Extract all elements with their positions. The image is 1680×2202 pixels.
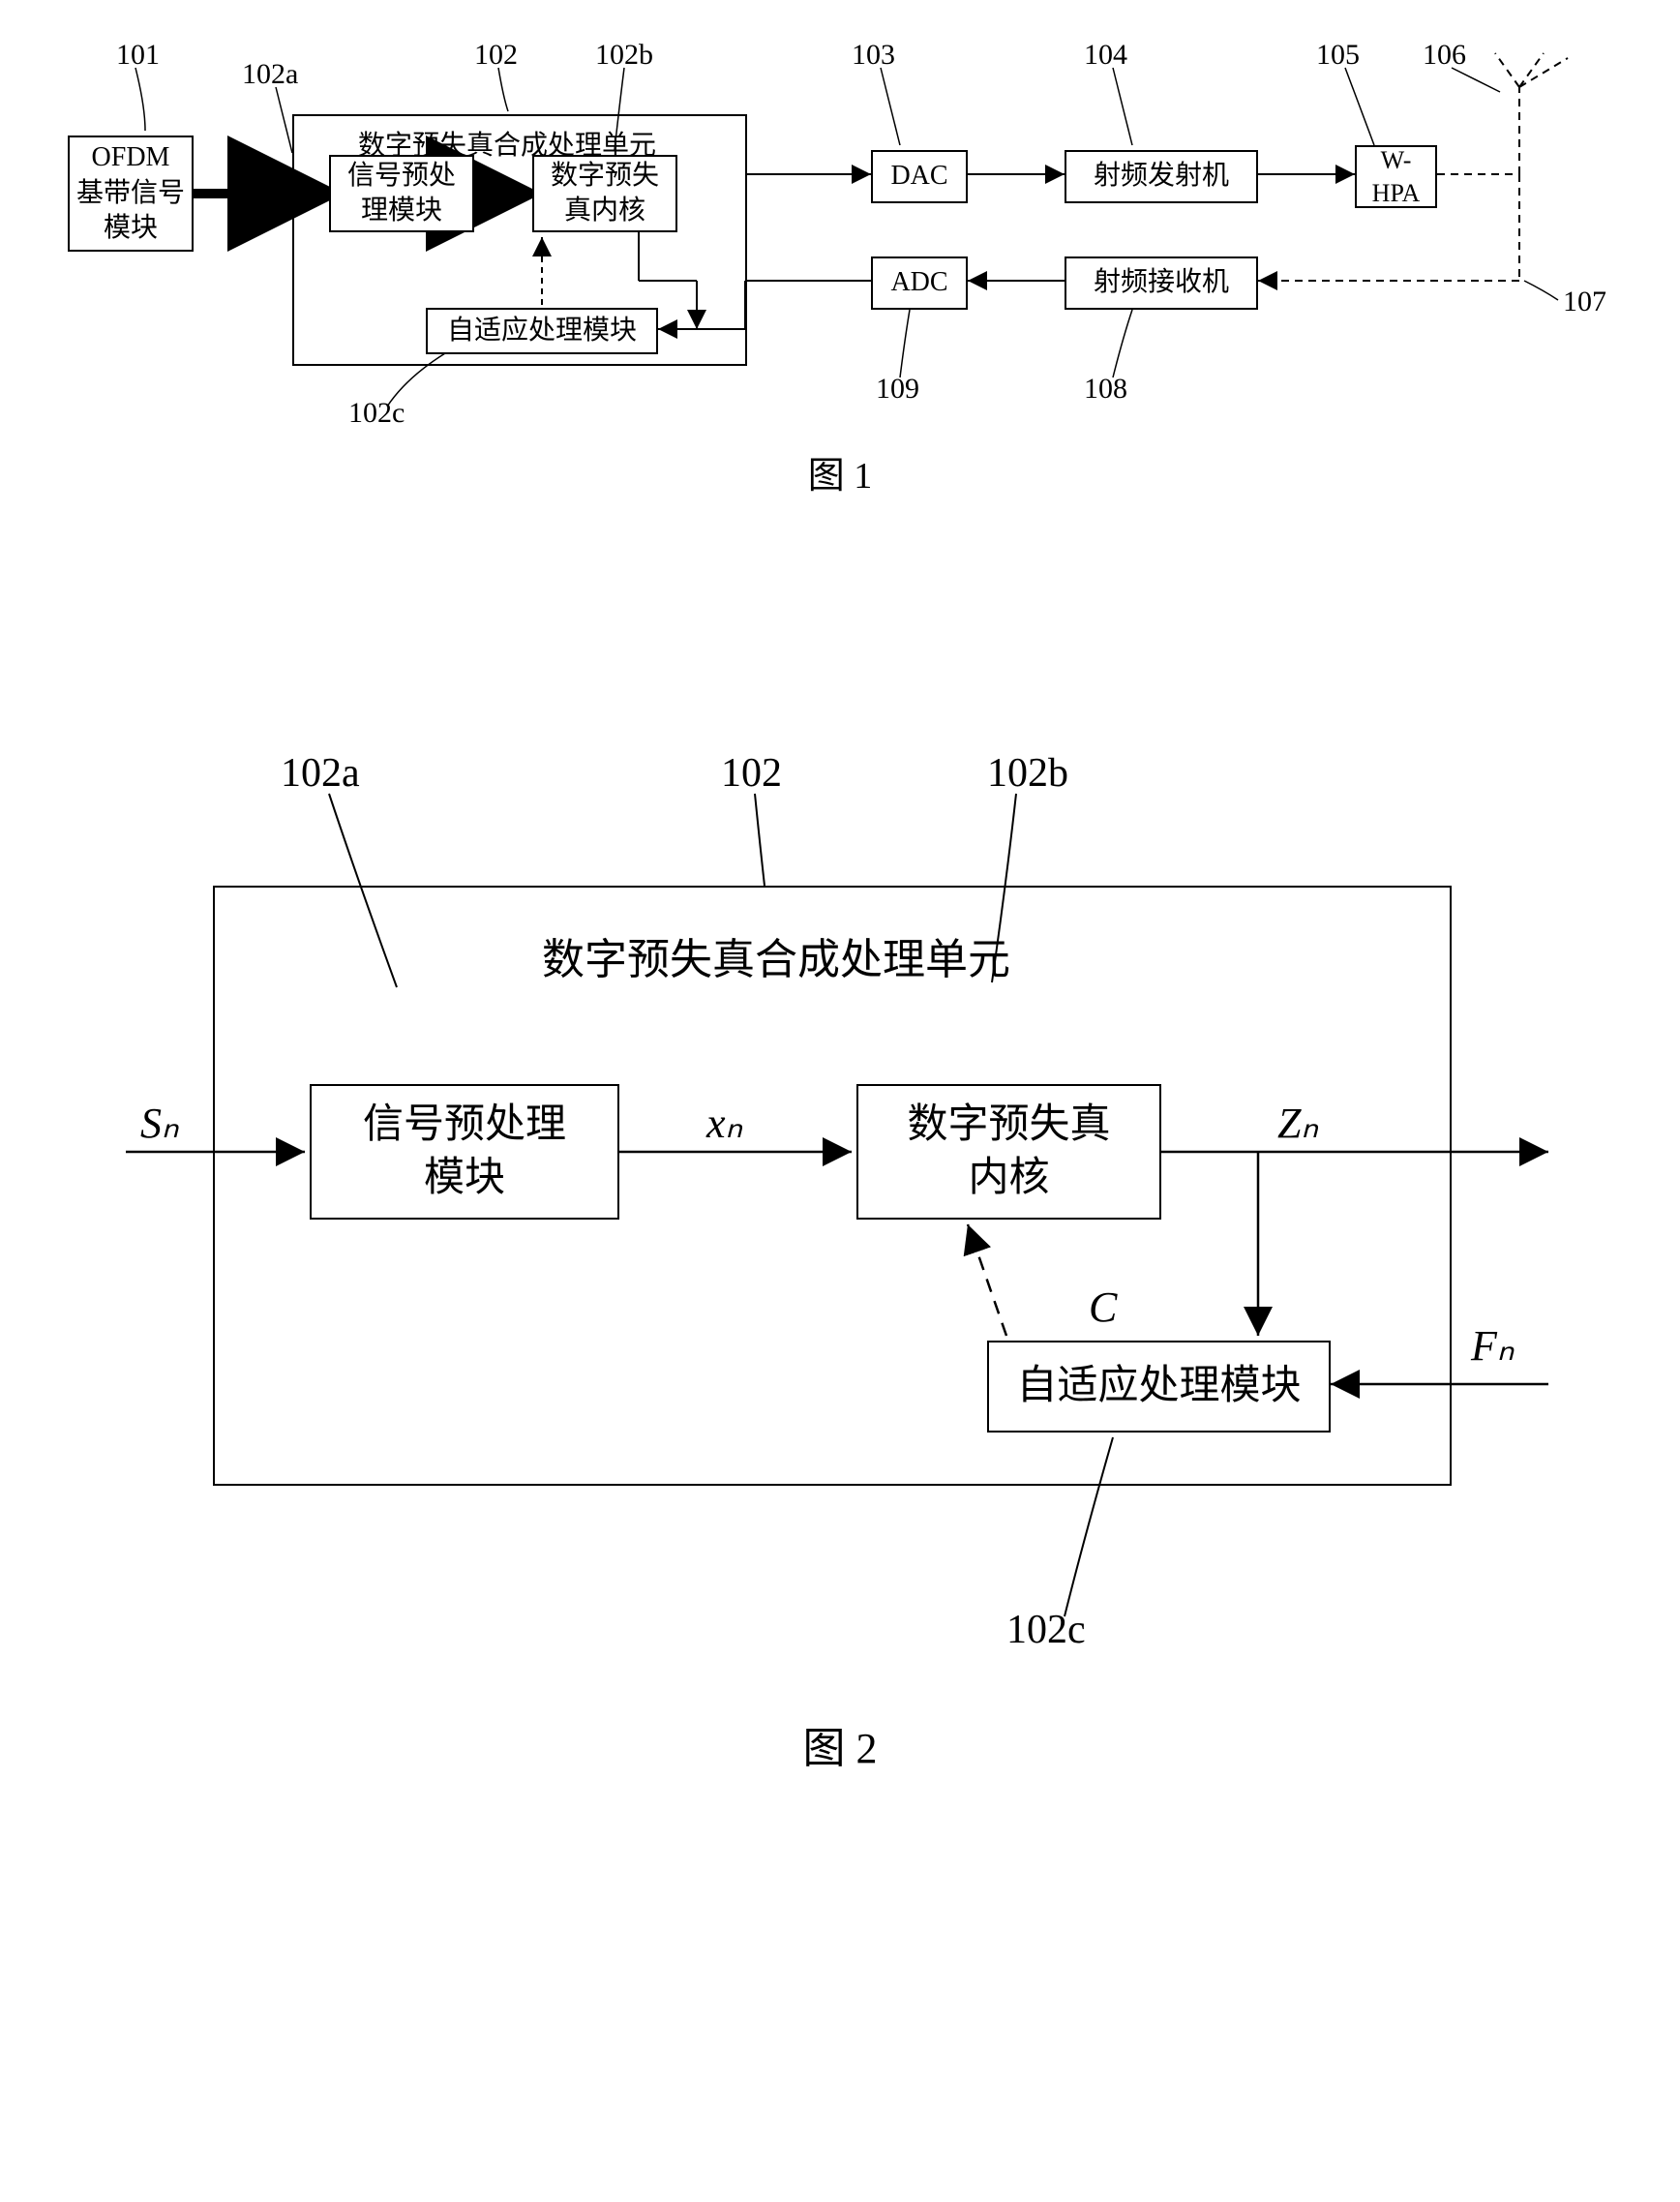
- label-107: 107: [1563, 286, 1606, 318]
- dac-block: DAC: [871, 150, 968, 203]
- label-102: 102: [474, 39, 518, 72]
- label-104: 104: [1084, 39, 1127, 72]
- fig2-caption: 图 2: [39, 1713, 1641, 1775]
- fig1-svg: [39, 39, 1641, 445]
- rfrx-block: 射频接收机: [1065, 256, 1258, 310]
- adaptive-block: 自适应处理模块: [426, 308, 658, 354]
- adc-block: ADC: [871, 256, 968, 310]
- label-101: 101: [116, 39, 160, 72]
- label-102a: 102a: [242, 58, 298, 91]
- label-Fn: Fₙ: [1471, 1321, 1514, 1371]
- label-C: C: [1089, 1282, 1117, 1332]
- label2-102: 102: [721, 750, 782, 797]
- label-103: 103: [852, 39, 895, 72]
- kernel-block-2: 数字预失真 内核: [856, 1084, 1161, 1220]
- rftx-block: 射频发射机: [1065, 150, 1258, 203]
- label-105: 105: [1316, 39, 1360, 72]
- preproc-block-2: 信号预处理 模块: [310, 1084, 619, 1220]
- label2-102c: 102c: [1006, 1607, 1086, 1653]
- fig1-caption: 图 1: [39, 445, 1641, 498]
- label-109: 109: [876, 373, 919, 406]
- label-Zn: Zₙ: [1277, 1099, 1318, 1148]
- container-title-2: 数字预失真合成处理单元: [542, 924, 1010, 986]
- label-102b: 102b: [595, 39, 653, 72]
- label-xn: xₙ: [706, 1099, 742, 1148]
- adaptive-block-2: 自适应处理模块: [987, 1341, 1331, 1433]
- label2-102b: 102b: [987, 750, 1068, 797]
- label-108: 108: [1084, 373, 1127, 406]
- figure-2: 数字预失真合成处理单元 信号预处理 模块 数字预失真 内核 自适应处理模块 10…: [39, 736, 1641, 1800]
- label-Sn: Sₙ: [140, 1099, 179, 1148]
- label2-102a: 102a: [281, 750, 360, 797]
- label-102c: 102c: [348, 397, 405, 430]
- ofdm-block: OFDM 基带信号 模块: [68, 136, 194, 252]
- hpa-block: W- HPA: [1355, 145, 1437, 208]
- figure-1: OFDM 基带信号 模块 数字预失真合成处理单元 信号预处 理模块 数字预失 真…: [39, 39, 1641, 484]
- preproc-block: 信号预处 理模块: [329, 155, 474, 232]
- label-106: 106: [1423, 39, 1466, 72]
- kernel-block: 数字预失 真内核: [532, 155, 677, 232]
